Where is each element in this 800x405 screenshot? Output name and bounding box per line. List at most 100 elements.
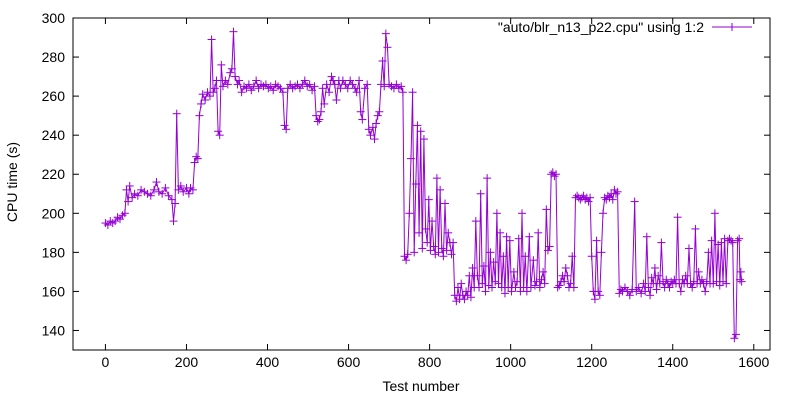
data-point [146, 191, 155, 200]
x-tick-label: 1400 [657, 354, 688, 370]
data-point [421, 224, 430, 233]
data-point [704, 248, 713, 257]
data-point [380, 82, 389, 91]
data-point [592, 236, 601, 245]
data-point [320, 99, 329, 108]
data-point [450, 291, 459, 300]
data-point [197, 99, 206, 108]
x-tick-label: 1200 [576, 354, 607, 370]
data-point [418, 244, 427, 253]
data-point [478, 279, 487, 288]
data-point [252, 76, 261, 85]
data-point [223, 80, 232, 89]
legend: "auto/blr_n13_p22.cpu" using 1:2 [498, 19, 752, 35]
data-point [500, 289, 509, 298]
data-point [481, 287, 490, 296]
y-axis-label: CPU time (s) [4, 142, 20, 222]
data-point [356, 107, 365, 116]
data-point [657, 238, 666, 247]
data-point [460, 295, 469, 304]
data-point [655, 279, 664, 288]
data-point [300, 76, 309, 85]
data-point [737, 277, 746, 286]
data-point [492, 209, 501, 218]
data-point [590, 295, 599, 304]
data-point [594, 287, 603, 296]
data-point [184, 189, 193, 198]
data-point [535, 283, 544, 292]
data-point [628, 285, 637, 294]
data-point [694, 267, 703, 276]
data-point [681, 271, 690, 280]
legend-marker [728, 23, 736, 31]
data-point [327, 72, 336, 81]
data-series [101, 27, 746, 343]
data-point [476, 189, 485, 198]
data-point [278, 88, 287, 97]
data-point [569, 283, 578, 292]
data-point [363, 80, 372, 89]
data-point [431, 250, 440, 259]
data-point [452, 297, 461, 306]
data-point [201, 96, 210, 105]
data-point [426, 246, 435, 255]
x-tick-label: 1000 [495, 354, 526, 370]
x-tick-label: 200 [175, 354, 199, 370]
data-point [269, 86, 278, 95]
data-point [190, 158, 199, 167]
data-point [122, 185, 131, 194]
data-point [317, 107, 326, 116]
y-tick-label: 240 [42, 127, 66, 143]
data-point [587, 252, 596, 261]
data-point [410, 248, 419, 257]
data-point [217, 60, 226, 69]
data-point [545, 242, 554, 251]
data-point [370, 135, 379, 144]
data-point [442, 246, 451, 255]
data-point [522, 287, 531, 296]
data-point [486, 248, 495, 257]
data-point [383, 43, 392, 52]
data-point [249, 82, 258, 91]
data-point [654, 271, 663, 280]
data-point [507, 287, 516, 296]
data-point [701, 287, 710, 296]
data-point [154, 187, 163, 196]
data-point [616, 285, 625, 294]
data-point [336, 84, 345, 93]
data-point [697, 275, 706, 284]
data-point [513, 277, 522, 286]
data-point [351, 84, 360, 93]
data-point [665, 283, 674, 292]
data-point [504, 283, 513, 292]
data-point [644, 283, 653, 292]
data-point [659, 277, 668, 286]
data-point [733, 236, 742, 245]
data-point [355, 76, 364, 85]
data-point [366, 131, 375, 140]
data-point [605, 193, 614, 202]
data-point [568, 252, 577, 261]
data-point [714, 240, 723, 249]
data-point [717, 238, 726, 247]
data-point [468, 263, 477, 272]
data-point [416, 127, 425, 136]
data-point [192, 152, 201, 161]
data-point [709, 279, 718, 288]
data-point [555, 281, 564, 290]
data-point [707, 236, 716, 245]
data-point [735, 234, 744, 243]
data-point [488, 283, 497, 292]
data-point [736, 275, 745, 284]
data-point [413, 121, 422, 130]
data-point [441, 199, 450, 208]
data-point [358, 115, 367, 124]
data-point [684, 244, 693, 253]
data-point [434, 248, 443, 257]
data-point [540, 279, 549, 288]
data-point [424, 195, 433, 204]
series-line [105, 31, 743, 339]
data-point [419, 135, 428, 144]
data-point [227, 64, 236, 73]
